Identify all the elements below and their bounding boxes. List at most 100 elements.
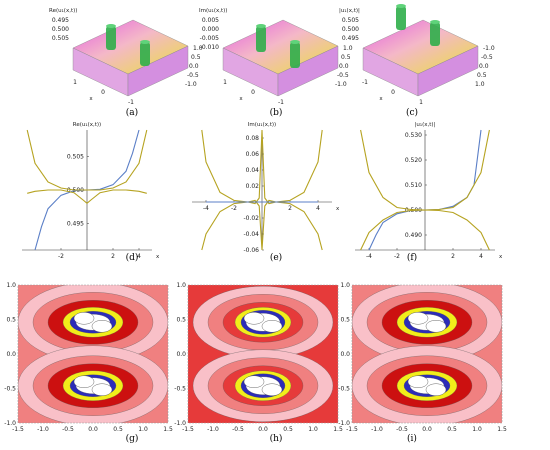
- plot-frame: [17, 284, 169, 424]
- x-tick-label: 2: [111, 253, 115, 260]
- x-tick-label: 0.0: [88, 426, 98, 433]
- y-tick-label: 0.510: [405, 182, 422, 189]
- x-tick-label: -2: [394, 253, 400, 260]
- surface-x-tick: -1: [128, 99, 134, 106]
- surface-x-tick: -1: [362, 79, 368, 86]
- surface-x-label: x: [89, 96, 93, 102]
- x-tick-label: 1.0: [308, 426, 318, 433]
- y-tick-label: -1.0: [174, 420, 186, 427]
- series-line: [201, 129, 323, 205]
- x-tick-label: 4: [137, 253, 141, 260]
- contour-core: [243, 375, 265, 388]
- contour-core: [243, 312, 265, 325]
- contour-core: [73, 375, 95, 388]
- y-tick-label: 0.02: [246, 183, 260, 190]
- surface-y-tick: -1.0: [335, 81, 347, 88]
- x-tick-label: -1.0: [371, 426, 383, 433]
- surface-y-tick: 0.5: [477, 72, 487, 79]
- y-tick-label: -0.5: [174, 386, 186, 393]
- surface-plots-row: 0.4950.5000.505Re(u₁(x,t))1.00.50.0-0.5-…: [49, 4, 495, 106]
- caption-b: (b): [270, 107, 283, 118]
- surface-peak: [140, 42, 150, 66]
- x-tick-label: 0.0: [422, 426, 432, 433]
- caption-e: (e): [270, 252, 282, 263]
- series-line: [360, 209, 490, 251]
- surface-plot-c: 0.505 0.500 0.495 |u₁(x,t)| -1.0 -0.5 0.0 0.5 1.…: [339, 4, 495, 106]
- y-tick-label: 0.490: [405, 232, 422, 239]
- surface-y-tick: 1.0: [343, 45, 353, 52]
- x-tick-label: 1.5: [333, 426, 343, 433]
- y-tick-label: 1.0: [340, 282, 350, 289]
- surface-x-tick: 1: [73, 79, 77, 86]
- y-tick-label: 0.04: [246, 167, 260, 174]
- contour-core: [425, 383, 447, 396]
- surface-y-tick: 0.5: [341, 54, 351, 61]
- y-axis-label: Re(u₁(x,t)): [73, 122, 101, 128]
- contour-core: [73, 312, 95, 325]
- y-tick-label: -0.5: [4, 386, 16, 393]
- contour-core: [407, 375, 429, 388]
- series-line: [26, 129, 148, 191]
- y-tick-label: 0.06: [246, 151, 260, 158]
- x-tick-label: -1.0: [37, 426, 49, 433]
- caption-f: (f): [407, 252, 417, 263]
- y-tick-label: 0.5: [340, 317, 350, 324]
- caption-i: (i): [407, 433, 417, 444]
- surface-peak: [106, 26, 116, 50]
- surface-z-tick: -0.010: [200, 44, 220, 51]
- contour-core: [91, 383, 113, 396]
- contour-core: [261, 383, 283, 396]
- contour-core: [407, 312, 429, 325]
- y-tick-label: 0.530: [405, 132, 422, 139]
- surface-side-face: [417, 45, 479, 97]
- surface-y-tick: -0.5: [187, 72, 199, 79]
- line-plot-f: |u₁(x,t)|x-4 -2 2 40.4900.5000.5100.5200.53…: [355, 122, 503, 260]
- contour-plot-i: -1.5 -1.0 -0.5 0.0 0.5 1.0 1.51.00.50.0-0.5-1.…: [338, 282, 507, 433]
- surface-y-tick: -0.5: [481, 54, 493, 61]
- x-tick-label: 1.0: [138, 426, 148, 433]
- surface-z-tick: 0.000: [202, 26, 219, 33]
- y-tick-label: 0.5: [6, 317, 16, 324]
- surface-z-tick: 0.505: [342, 17, 359, 24]
- x-tick-label: 0.5: [283, 426, 293, 433]
- x-tick-label: -1.5: [346, 426, 358, 433]
- surface-side-face: [277, 45, 339, 97]
- x-tick-label: -1.5: [12, 426, 24, 433]
- surface-z-tick: 0.500: [52, 26, 69, 33]
- y-tick-label: 0.495: [67, 220, 84, 227]
- surface-peak: [256, 26, 266, 52]
- contour-core: [261, 320, 283, 333]
- surface-peak-cap: [290, 40, 300, 44]
- plot-frame: [187, 284, 339, 424]
- surface-plot-b: 0.005 0.000 -0.005 -0.010 Im(u₁(x,t)) 1.0 0.5 0…: [199, 8, 353, 106]
- y-axis-label: |u₁(x,t)|: [415, 122, 436, 128]
- surface-z-label: Im(u₁(x,t)): [199, 8, 227, 14]
- surface-z-label: Re(u₁(x,t)): [49, 8, 77, 14]
- contour-core: [425, 320, 447, 333]
- y-tick-label: 1.0: [176, 282, 186, 289]
- x-tick-label: -1.5: [182, 426, 194, 433]
- surface-plot-a: 0.495 0.500 0.505 Re(u₁(x,t)) 1.0 0.5 0.0 -0.5 -…: [49, 8, 203, 106]
- y-tick-label: 1.0: [6, 282, 16, 289]
- surface-x-tick: 1: [223, 79, 227, 86]
- surface-x-tick: -1: [278, 99, 284, 106]
- surface-z-tick: 0.505: [52, 35, 69, 42]
- surface-y-tick: 0.0: [479, 63, 489, 70]
- x-tick-label: 0.0: [258, 426, 268, 433]
- y-tick-label: 0.0: [340, 351, 350, 358]
- series-line: [27, 189, 147, 205]
- surface-y-tick: 1.0: [193, 45, 203, 52]
- surface-y-tick: -1.0: [185, 81, 197, 88]
- y-axis-label: Im(u₁(x,t)): [248, 122, 276, 128]
- contour-plot-h: -1.5 -1.0 -0.5 0.0 0.5 1.0 1.51.00.50.0-0.5-1.…: [174, 282, 343, 433]
- x-tick-label: 4: [316, 205, 320, 212]
- contour-plot-g: -1.5 -1.0 -0.5 0.0 0.5 1.0 1.51.00.50.0-0.5-1.…: [4, 282, 173, 433]
- contour-core: [91, 320, 113, 333]
- y-tick-label: 0.0: [6, 351, 16, 358]
- series-line: [201, 199, 323, 251]
- x-axis-label: x: [156, 254, 160, 260]
- x-tick-label: 1.5: [163, 426, 173, 433]
- caption-a: (a): [126, 107, 138, 118]
- y-tick-label: 0.520: [405, 157, 422, 164]
